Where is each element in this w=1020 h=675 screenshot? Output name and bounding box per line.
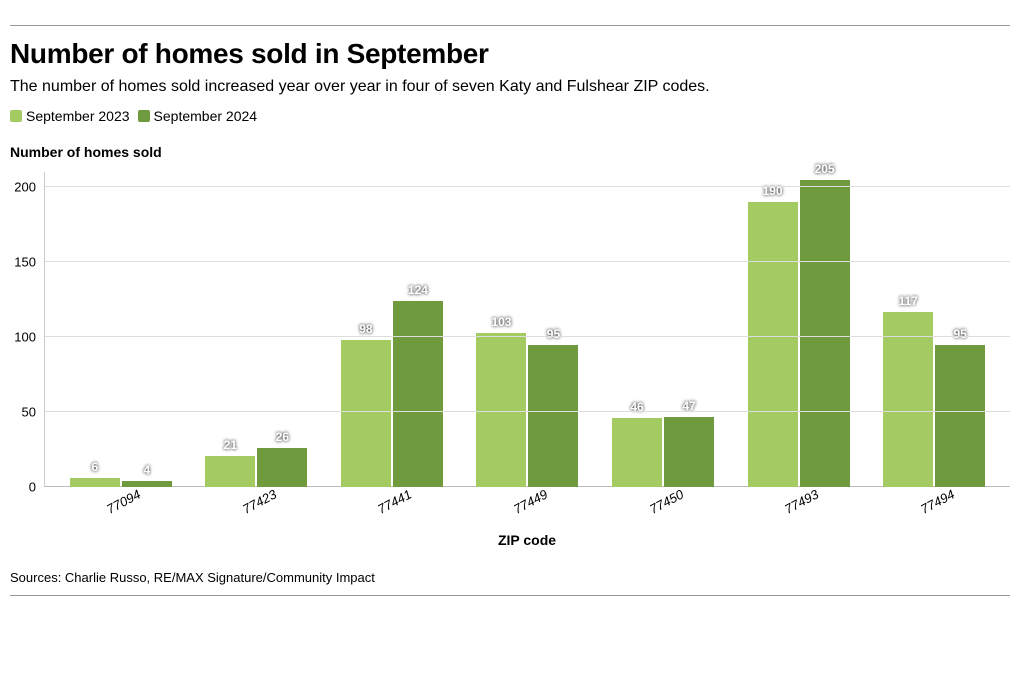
- top-rule: [10, 25, 1010, 26]
- legend-item: September 2024: [138, 108, 258, 124]
- y-tick: 0: [29, 480, 36, 495]
- bar: 98: [341, 340, 391, 487]
- bar: 95: [935, 345, 985, 488]
- legend: September 2023 September 2024: [10, 108, 1010, 124]
- bar-label: 21: [224, 438, 237, 452]
- bar: 6: [70, 478, 120, 487]
- y-axis: 050100150200: [10, 172, 44, 487]
- bar-group: 11795: [883, 312, 985, 488]
- y-tick: 150: [14, 255, 36, 270]
- bar-label: 124: [408, 283, 428, 297]
- bar-groups: 6421269812410395464719020511795: [45, 172, 1010, 487]
- bar-label: 205: [815, 162, 835, 176]
- bar-label: 95: [547, 327, 560, 341]
- legend-item: September 2023: [10, 108, 130, 124]
- legend-label: September 2024: [154, 108, 258, 124]
- x-axis: 77094774237744177449774507749377494: [44, 495, 1010, 510]
- gridline: [45, 186, 1010, 187]
- y-tick: 50: [22, 405, 36, 420]
- bar: 21: [205, 456, 255, 488]
- bar-label: 6: [91, 460, 98, 474]
- bar-group: 190205: [748, 180, 850, 488]
- bar-label: 95: [953, 327, 966, 341]
- chart-title: Number of homes sold in September: [10, 38, 1010, 70]
- legend-swatch: [138, 110, 150, 122]
- gridline: [45, 261, 1010, 262]
- gridline: [45, 336, 1010, 337]
- bar: 205: [800, 180, 850, 488]
- bar-label: 103: [491, 315, 511, 329]
- bar: 46: [612, 418, 662, 487]
- bar-group: 98124: [341, 301, 443, 487]
- chart-container: Number of homes sold in September The nu…: [0, 25, 1020, 596]
- bar: 190: [748, 202, 798, 487]
- bar-group: 10395: [476, 333, 578, 488]
- plot-area: 6421269812410395464719020511795: [44, 172, 1010, 487]
- x-axis-title: ZIP code: [44, 532, 1010, 548]
- bar: 117: [883, 312, 933, 488]
- y-tick: 200: [14, 180, 36, 195]
- bottom-rule: [10, 595, 1010, 596]
- bar-label: 4: [143, 463, 150, 477]
- chart-wrap: 050100150200 642126981241039546471902051…: [10, 172, 1010, 487]
- gridline: [45, 411, 1010, 412]
- bar: 103: [476, 333, 526, 488]
- bar-label: 117: [898, 294, 917, 308]
- legend-label: September 2023: [26, 108, 130, 124]
- bar-label: 98: [359, 322, 372, 336]
- sources-text: Sources: Charlie Russo, RE/MAX Signature…: [10, 570, 1010, 585]
- y-axis-title: Number of homes sold: [10, 144, 1010, 160]
- bar-label: 26: [276, 430, 289, 444]
- chart-subtitle: The number of homes sold increased year …: [10, 78, 1010, 96]
- legend-swatch: [10, 110, 22, 122]
- bar: 95: [528, 345, 578, 488]
- y-tick: 100: [14, 330, 36, 345]
- bar: 124: [393, 301, 443, 487]
